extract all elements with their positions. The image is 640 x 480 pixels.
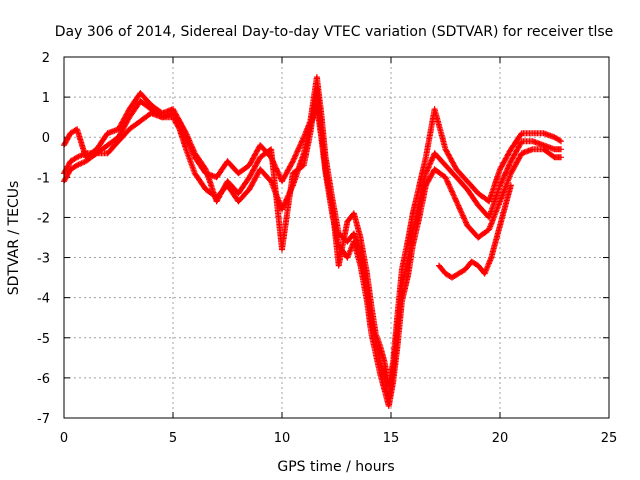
- y-tick-label: 0: [42, 131, 50, 146]
- series-track-c: [61, 86, 564, 389]
- data-marks: [61, 74, 564, 409]
- y-tick-label: -6: [37, 372, 50, 387]
- plus-markers: [436, 182, 514, 281]
- y-tick-label: -4: [37, 292, 50, 307]
- x-tick-label: 10: [274, 431, 291, 446]
- plot-frame: [63, 56, 610, 419]
- x-tick-label: 25: [601, 431, 618, 446]
- series-track-d: [436, 182, 514, 281]
- axis-ticks: 0 5 10 15 20 25 -7 -6 -5 -4 -3 -2 -1 0 1 2: [37, 51, 617, 446]
- x-tick-label: 20: [492, 431, 509, 446]
- y-tick-label: 2: [42, 51, 50, 66]
- plus-markers: [61, 86, 564, 389]
- y-tick-label: -2: [37, 211, 50, 226]
- chart-title: Day 306 of 2014, Sidereal Day-to-day VTE…: [55, 24, 614, 40]
- grid: [64, 57, 609, 418]
- x-tick-label: 5: [169, 431, 177, 446]
- x-axis-label: GPS time / hours: [277, 459, 394, 475]
- y-axis-label: SDTVAR / TECUs: [6, 181, 22, 296]
- y-tick-label: 1: [42, 91, 50, 106]
- series-track-b: [61, 102, 564, 409]
- x-tick-label: 0: [60, 431, 68, 446]
- x-tick-label: 15: [383, 431, 400, 446]
- y-tick-label: -3: [37, 252, 50, 267]
- plus-markers: [61, 102, 564, 409]
- y-tick-label: -7: [37, 412, 50, 427]
- y-tick-label: -1: [37, 171, 50, 186]
- y-tick-label: -5: [37, 332, 50, 347]
